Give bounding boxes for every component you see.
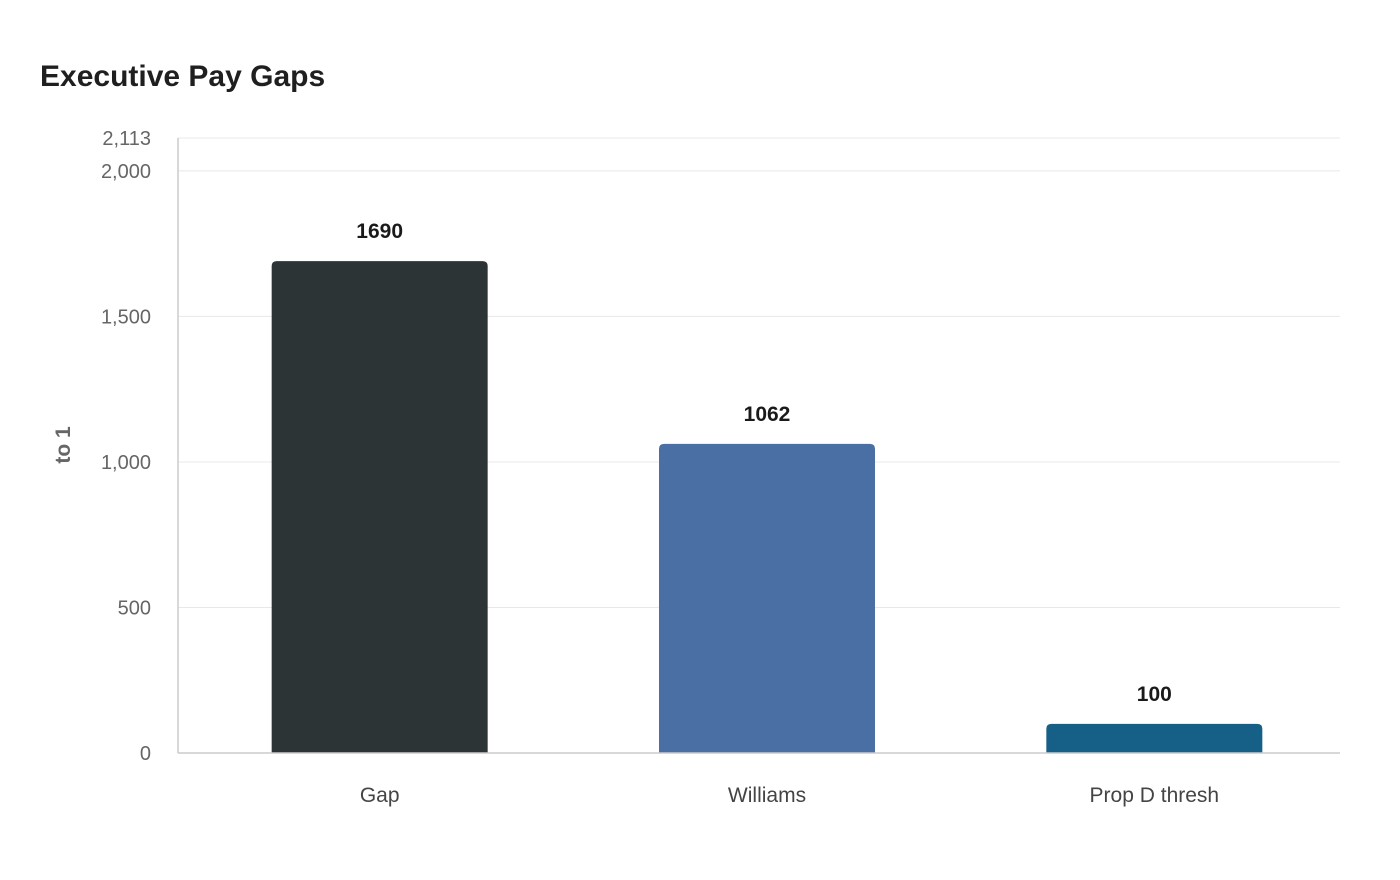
data-labels: 1690 1062 100 [356, 220, 1172, 706]
bar-2 [1046, 723, 1263, 753]
x-category-label: Prop D thresh [1090, 784, 1220, 807]
bar-0 [271, 261, 488, 753]
data-label: 1690 [356, 220, 403, 243]
y-tick-label: 500 [118, 597, 151, 619]
y-tick-label: 1,500 [101, 306, 151, 328]
y-tick-label: 2,000 [101, 161, 151, 183]
y-axis-label: to 1 [52, 426, 75, 464]
data-label: 100 [1137, 683, 1172, 706]
x-category-label: Gap [360, 784, 400, 807]
chart-title: Executive Pay Gaps [40, 60, 326, 93]
bar-1 [659, 443, 875, 753]
y-tick-label: 1,000 [101, 452, 151, 474]
y-axis-ticks: 0 500 1,000 1,500 2,000 2,113 [101, 128, 151, 765]
y-tick-label: 2,113 [102, 128, 151, 150]
x-category-label: Williams [728, 784, 806, 807]
data-label: 1062 [744, 403, 791, 426]
y-tick-label: 0 [140, 743, 151, 765]
bars [271, 261, 1263, 753]
x-axis-categories: Gap Williams Prop D thresh [360, 784, 1219, 807]
